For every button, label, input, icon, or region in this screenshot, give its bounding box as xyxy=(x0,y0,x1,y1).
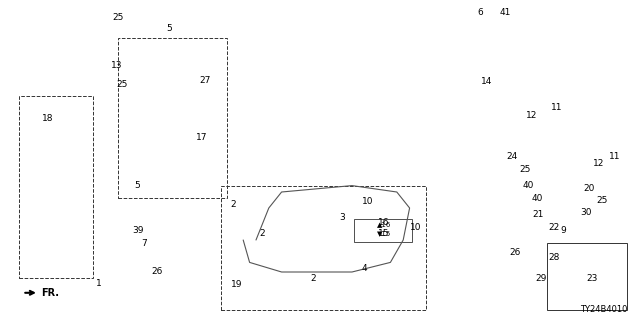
Text: 22: 22 xyxy=(548,223,559,232)
Text: 3: 3 xyxy=(340,213,345,222)
Text: FR.: FR. xyxy=(25,288,60,298)
Text: 39: 39 xyxy=(132,226,143,235)
Text: 21: 21 xyxy=(532,210,543,219)
Bar xyxy=(19,96,93,278)
Text: 16: 16 xyxy=(378,218,390,227)
Text: 41: 41 xyxy=(500,8,511,17)
Text: 5: 5 xyxy=(167,24,172,33)
Text: 10: 10 xyxy=(362,197,374,206)
Text: 26: 26 xyxy=(151,268,163,276)
Text: 25: 25 xyxy=(596,196,607,204)
Text: 40: 40 xyxy=(532,194,543,203)
Text: 7: 7 xyxy=(141,239,147,248)
Text: 17: 17 xyxy=(196,133,207,142)
Text: ▼15: ▼15 xyxy=(377,231,391,236)
Text: 15: 15 xyxy=(378,229,390,238)
Text: 2: 2 xyxy=(311,274,316,283)
Text: ▲16: ▲16 xyxy=(377,221,391,227)
Bar xyxy=(354,219,412,242)
Text: 30: 30 xyxy=(580,208,591,217)
Text: TY24B4010: TY24B4010 xyxy=(580,305,627,314)
Text: 11: 11 xyxy=(609,152,620,161)
Text: 10: 10 xyxy=(410,223,422,232)
Text: 9: 9 xyxy=(561,226,566,235)
Text: 19: 19 xyxy=(231,280,243,289)
Text: 26: 26 xyxy=(509,248,521,257)
Bar xyxy=(221,186,426,310)
Text: 40: 40 xyxy=(522,181,534,190)
Text: 12: 12 xyxy=(525,111,537,120)
Text: 25: 25 xyxy=(116,80,127,89)
Text: 14: 14 xyxy=(481,77,492,86)
Bar xyxy=(118,38,227,198)
Text: 11: 11 xyxy=(551,103,563,112)
Text: 2: 2 xyxy=(260,229,265,238)
Text: 6: 6 xyxy=(477,8,483,17)
Text: 27: 27 xyxy=(199,76,211,84)
Text: 5: 5 xyxy=(135,181,140,190)
Text: 29: 29 xyxy=(535,274,547,283)
Text: 24: 24 xyxy=(506,152,518,161)
Text: 2: 2 xyxy=(231,200,236,209)
Text: 1: 1 xyxy=(97,279,102,288)
Bar xyxy=(547,243,627,310)
Text: 4: 4 xyxy=(362,264,367,273)
Text: 28: 28 xyxy=(548,253,559,262)
Text: 25: 25 xyxy=(113,13,124,22)
Text: 18: 18 xyxy=(42,114,54,123)
Text: 20: 20 xyxy=(583,184,595,193)
Text: 23: 23 xyxy=(586,274,598,283)
Text: 25: 25 xyxy=(519,165,531,174)
Text: 12: 12 xyxy=(593,159,604,168)
Text: 13: 13 xyxy=(111,61,123,70)
